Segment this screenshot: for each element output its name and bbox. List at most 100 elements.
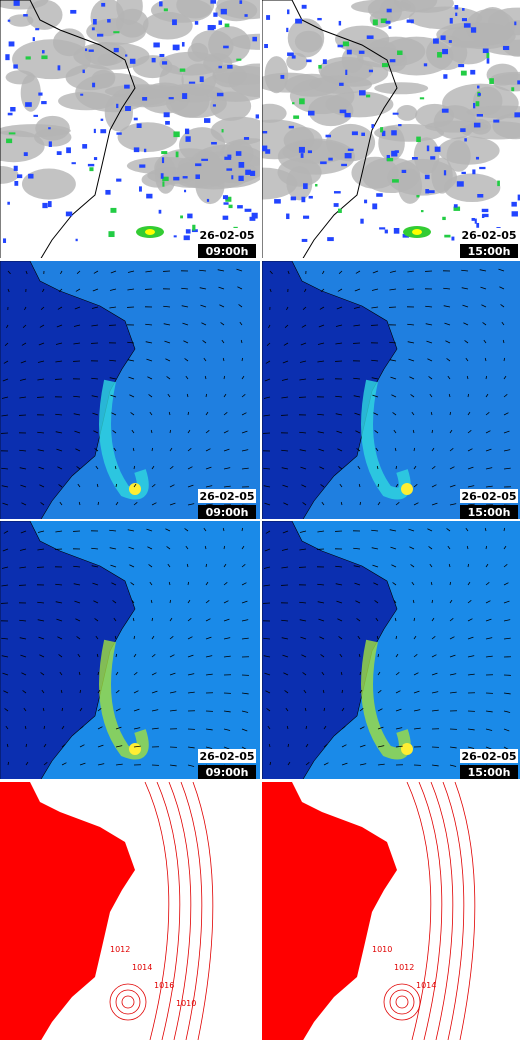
wind-arrow xyxy=(93,270,99,274)
precip xyxy=(105,189,111,195)
contour-label: 1014 xyxy=(132,963,152,972)
wind-arrow xyxy=(55,431,63,434)
wind-arrow xyxy=(411,581,415,586)
wind-arrow xyxy=(317,342,325,345)
wind-arrow xyxy=(319,466,325,470)
wind-arrow xyxy=(449,581,452,586)
precip xyxy=(295,18,303,24)
time-box xyxy=(198,505,256,519)
precip xyxy=(398,124,402,127)
wind-arrow xyxy=(42,288,45,293)
wind-arrow xyxy=(303,689,307,694)
wind-arrow xyxy=(74,306,81,310)
wind-arrow xyxy=(357,465,361,470)
isobar xyxy=(430,782,454,1040)
date-label: 26-02-05 xyxy=(199,490,254,503)
wind-arrow xyxy=(223,637,231,640)
precip xyxy=(168,97,174,100)
wind-arrow xyxy=(169,709,177,712)
wind-arrow xyxy=(203,357,207,362)
precip xyxy=(448,40,452,43)
wind-arrow xyxy=(187,411,190,416)
wind-arrow xyxy=(485,448,492,452)
precip xyxy=(161,151,168,155)
wind-arrow xyxy=(182,322,189,326)
wind-arrow xyxy=(356,448,361,452)
wind-arrow xyxy=(302,502,307,506)
precip xyxy=(173,176,180,181)
wind-arrow xyxy=(395,483,399,488)
precip xyxy=(66,147,71,154)
precip xyxy=(13,64,18,69)
wind-arrow xyxy=(335,324,343,327)
wind-arrow xyxy=(241,582,247,586)
wind-arrow xyxy=(322,270,325,275)
wind-arrow xyxy=(205,430,210,434)
precip xyxy=(7,19,11,22)
wind-arrow xyxy=(449,654,456,658)
wind-arrow xyxy=(429,393,433,398)
wind-arrow xyxy=(148,564,153,568)
precip xyxy=(108,231,115,238)
precip xyxy=(245,169,251,175)
wind-arrow xyxy=(263,396,271,399)
wind-arrow xyxy=(461,269,469,272)
precip xyxy=(433,38,439,44)
wind-arrow xyxy=(374,430,379,434)
wind-arrow xyxy=(4,342,9,347)
cloud xyxy=(142,11,193,40)
wind-arrow xyxy=(323,762,329,766)
precip xyxy=(195,174,200,179)
wind-arrow xyxy=(222,527,225,532)
wind-arrow xyxy=(164,340,171,344)
precip xyxy=(401,169,407,173)
wind-arrow xyxy=(410,564,415,568)
wind-arrow xyxy=(166,376,171,380)
wind-arrow xyxy=(205,655,213,658)
wind-arrow xyxy=(376,635,379,640)
wind-arrow xyxy=(37,431,45,434)
wind-arrow xyxy=(338,636,343,640)
wind-arrow xyxy=(205,466,212,470)
precip xyxy=(212,104,216,107)
wind-arrow xyxy=(55,601,63,604)
wind-arrow xyxy=(77,483,81,488)
precip xyxy=(315,183,318,187)
wind-arrow xyxy=(127,270,135,273)
wind-arrow xyxy=(467,655,475,658)
precip xyxy=(33,114,38,117)
precip xyxy=(8,132,16,135)
cloud xyxy=(35,115,70,141)
wind-arrow xyxy=(373,582,379,586)
wind-arrow xyxy=(353,565,361,568)
wind-arrow xyxy=(91,395,99,398)
precip xyxy=(23,152,28,157)
wind-arrow xyxy=(317,583,325,586)
wind-arrow xyxy=(95,465,99,470)
wind-arrow xyxy=(281,467,289,470)
precip xyxy=(489,78,494,84)
precip xyxy=(221,129,224,133)
wind-arrow xyxy=(217,269,225,272)
precip xyxy=(161,157,165,164)
wind-arrow xyxy=(223,728,231,731)
precip xyxy=(75,238,78,242)
wind-arrow xyxy=(444,322,451,326)
wind-arrow xyxy=(431,709,439,712)
wind-arrow xyxy=(374,600,379,604)
wind-arrow xyxy=(395,745,403,748)
wind-arrow xyxy=(219,304,225,308)
wind-arrow xyxy=(40,502,45,506)
wind-arrow xyxy=(41,689,45,694)
wind-arrow xyxy=(223,430,229,434)
precip xyxy=(41,55,48,60)
wind-arrow xyxy=(503,467,511,470)
precip xyxy=(392,179,399,183)
precip xyxy=(165,120,170,125)
wind-arrow xyxy=(353,324,361,327)
wind-arrow xyxy=(503,430,510,434)
precip xyxy=(425,189,430,194)
precip xyxy=(191,229,198,233)
wind-arrow xyxy=(377,501,381,506)
precip xyxy=(162,181,165,187)
